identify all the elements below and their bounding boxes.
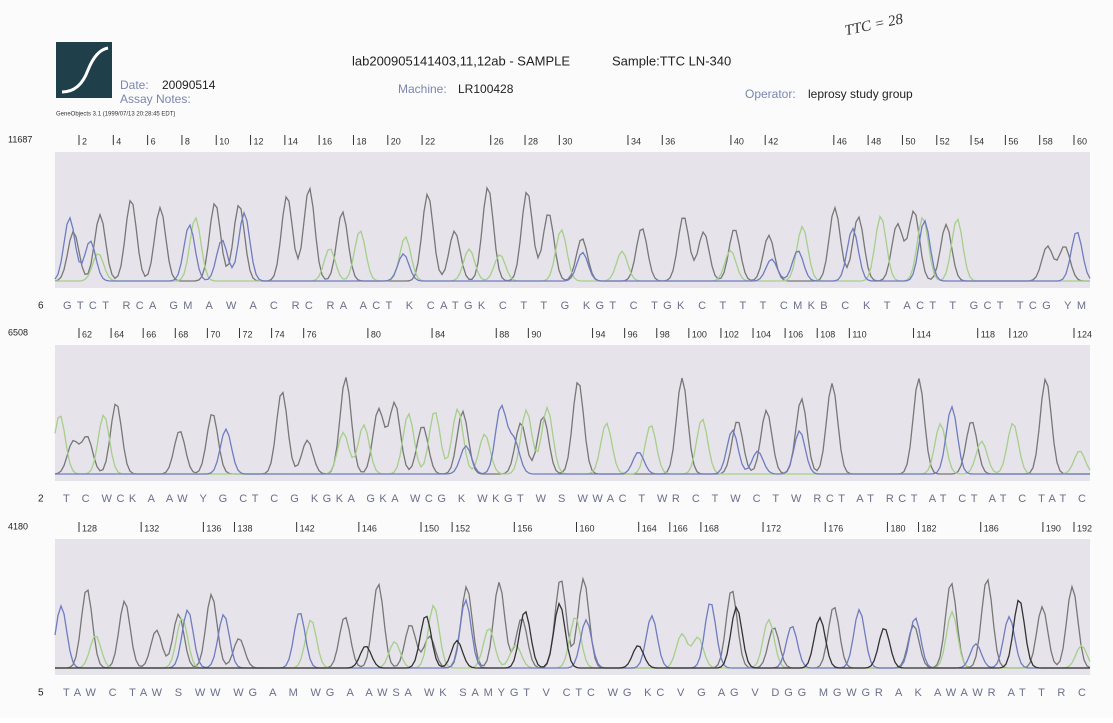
position-label: 46 [837, 136, 847, 146]
trace-panel [55, 539, 1090, 675]
date: 20090514 [162, 78, 216, 92]
position-label: 2 [82, 136, 87, 146]
position-label: 84 [435, 329, 445, 339]
position-label: 64 [114, 329, 124, 339]
position-label: 192 [1077, 523, 1092, 533]
software: GeneObjects 3.1 (1999/07/13 20:28:45 EDT… [56, 112, 175, 118]
position-label: 100 [692, 329, 707, 339]
position-label: 132 [144, 523, 159, 533]
position-label: 180 [890, 523, 905, 533]
position-label: 168 [704, 523, 719, 533]
position-label: 22 [425, 136, 435, 146]
machine: LR100428 [458, 82, 514, 96]
position-label: 88 [499, 329, 509, 339]
position-label: 108 [820, 329, 835, 339]
position-label: 36 [665, 136, 675, 146]
position-label: 150 [424, 523, 439, 533]
panel-max: 6508 [8, 327, 28, 337]
position-label: 120 [1013, 329, 1028, 339]
position-label: 60 [1077, 136, 1087, 146]
position-label: 12 [254, 136, 264, 146]
position-label: 68 [178, 329, 188, 339]
panel-max: 4180 [8, 521, 28, 531]
trace-panel [55, 152, 1090, 288]
position-label: 16 [322, 136, 332, 146]
position-label: 40 [734, 136, 744, 146]
page: Date: 20090514 Assay Notes: GeneObjects … [0, 0, 1113, 718]
position-label: 6 [151, 136, 156, 146]
position-label: 152 [455, 523, 470, 533]
position-label: 164 [642, 523, 657, 533]
position-label: 48 [871, 136, 881, 146]
position-label: 54 [974, 136, 984, 146]
position-label: 26 [494, 136, 504, 146]
position-label: 58 [1043, 136, 1053, 146]
panel-start: 5 [38, 688, 44, 699]
operator-label: Operator: [745, 87, 796, 101]
panel-start: 2 [38, 494, 44, 505]
position-label: 102 [724, 329, 739, 339]
position-label: 28 [528, 136, 538, 146]
position-label: 90 [531, 329, 541, 339]
sample: Sample:TTC LN-340 [612, 53, 731, 68]
position-label: 80 [371, 329, 381, 339]
position-label: 118 [981, 329, 995, 339]
position-label: 66 [146, 329, 156, 339]
position-label: 30 [562, 136, 572, 146]
position-label: 110 [852, 329, 866, 339]
position-label: 166 [673, 523, 688, 533]
position-label: 50 [905, 136, 915, 146]
position-label: 136 [206, 523, 221, 533]
position-label: 74 [275, 329, 285, 339]
position-label: 10 [219, 136, 229, 146]
position-label: 52 [940, 136, 950, 146]
position-label: 8 [185, 136, 190, 146]
position-label: 124 [1077, 329, 1092, 339]
position-label: 56 [1008, 136, 1018, 146]
position-label: 18 [356, 136, 366, 146]
assay-notes: Assay Notes: [120, 92, 191, 106]
position-label: 104 [756, 329, 771, 339]
date-label: Date: [120, 78, 149, 92]
position-label: 146 [362, 523, 377, 533]
position-label: 156 [517, 523, 532, 533]
position-label: 34 [631, 136, 641, 146]
panel-max: 11687 [8, 134, 32, 144]
title: lab200905141403,11,12ab - SAMPLE [352, 53, 570, 68]
position-label: 20 [391, 136, 401, 146]
position-label: 138 [237, 523, 252, 533]
position-label: 42 [768, 136, 778, 146]
position-label: 114 [917, 329, 931, 339]
position-label: 70 [210, 329, 220, 339]
position-label: 142 [300, 523, 315, 533]
panel-start: 6 [38, 301, 44, 312]
position-label: 14 [288, 136, 298, 146]
position-label: 76 [307, 329, 317, 339]
position-label: 176 [828, 523, 843, 533]
position-label: 106 [788, 329, 803, 339]
position-label: 72 [242, 329, 252, 339]
position-label: 94 [596, 329, 606, 339]
position-label: 172 [766, 523, 781, 533]
position-label: 62 [82, 329, 92, 339]
position-label: 182 [922, 523, 937, 533]
position-label: 190 [1046, 523, 1061, 533]
position-label: 186 [984, 523, 999, 533]
position-label: 98 [660, 329, 670, 339]
position-label: 96 [628, 329, 638, 339]
position-label: 160 [580, 523, 595, 533]
machine-label: Machine: [398, 82, 447, 96]
position-label: 4 [116, 136, 121, 146]
position-label: 128 [82, 523, 97, 533]
operator: leprosy study group [808, 87, 913, 101]
